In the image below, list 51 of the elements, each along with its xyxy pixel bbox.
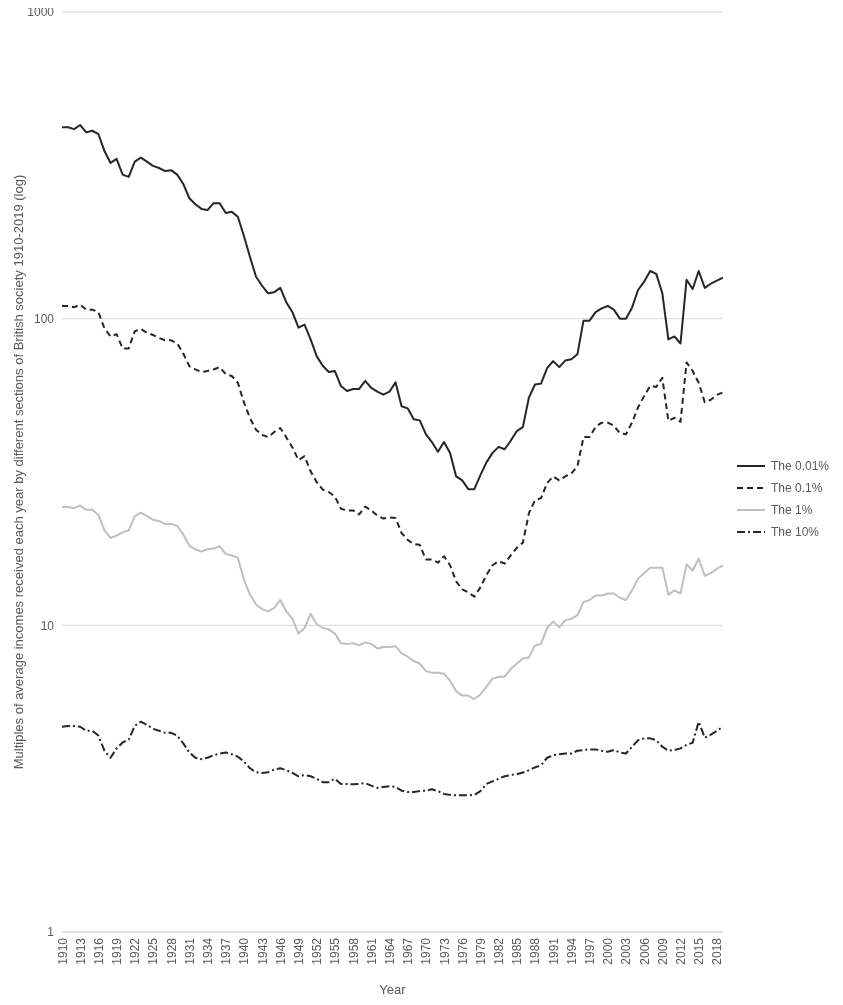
legend-label: The 0.1% bbox=[770, 481, 823, 495]
x-tick-label: 1928 bbox=[164, 937, 179, 965]
y-tick-label: 1000 bbox=[27, 5, 55, 20]
x-tick-label: 1937 bbox=[219, 937, 234, 965]
y-axis-title: Multiples of average incomes received each year by different sections of British society 1910-2019 (log) bbox=[10, 174, 26, 770]
x-tick-label: 2015 bbox=[692, 937, 707, 965]
x-axis-title: Year bbox=[379, 982, 407, 997]
x-tick-label: 1985 bbox=[510, 937, 525, 965]
line-series bbox=[62, 504, 723, 701]
x-tick-label: 1994 bbox=[564, 937, 579, 965]
y-tick-label: 100 bbox=[33, 311, 55, 326]
line-series bbox=[62, 303, 723, 598]
y-tick-label: 10 bbox=[40, 618, 55, 633]
x-tick-label: 1976 bbox=[455, 937, 470, 965]
x-tick-label: 1925 bbox=[146, 937, 161, 965]
x-tick-label: 1958 bbox=[346, 937, 361, 965]
x-tick-label: 1952 bbox=[310, 937, 325, 965]
y-tick-label: 1 bbox=[47, 925, 55, 940]
line-series bbox=[62, 124, 723, 491]
x-tick-label: 1922 bbox=[128, 937, 143, 965]
x-tick-label: 1988 bbox=[528, 937, 543, 965]
x-tick-label: 1940 bbox=[237, 937, 252, 965]
x-tick-label: 2003 bbox=[619, 937, 634, 965]
x-tick-label: 1934 bbox=[201, 937, 216, 965]
legend-label: The 10% bbox=[770, 525, 819, 539]
x-tick-label: 1979 bbox=[473, 937, 488, 965]
x-tick-label: 1997 bbox=[583, 937, 598, 965]
x-tick-label: 1964 bbox=[382, 937, 397, 965]
x-tick-label: 1931 bbox=[182, 937, 197, 965]
x-tick-label: 2009 bbox=[655, 937, 670, 965]
x-tick-label: 1943 bbox=[255, 937, 270, 965]
x-tick-label: 1916 bbox=[91, 937, 106, 965]
legend-label: The 0.01% bbox=[770, 459, 829, 473]
x-tick-label: 2012 bbox=[674, 937, 689, 965]
x-tick-label: 1991 bbox=[546, 937, 561, 965]
x-tick-label: 1913 bbox=[73, 937, 88, 965]
x-tick-label: 1919 bbox=[110, 937, 125, 965]
x-tick-label: 1961 bbox=[364, 937, 379, 965]
x-tick-label: 2000 bbox=[601, 937, 616, 965]
x-tick-label: 1970 bbox=[419, 937, 434, 965]
x-tick-label: 1982 bbox=[492, 937, 507, 965]
x-tick-label: 2006 bbox=[637, 937, 652, 965]
x-tick-label: 1967 bbox=[401, 937, 416, 965]
x-tick-label: 1973 bbox=[437, 937, 452, 965]
x-tick-label: 1949 bbox=[292, 937, 307, 965]
x-tick-label: 1955 bbox=[328, 937, 343, 965]
x-tick-label: 1910 bbox=[55, 937, 70, 965]
line-series bbox=[62, 720, 723, 797]
legend-label: The 1% bbox=[770, 503, 813, 517]
x-tick-label: 1946 bbox=[273, 937, 288, 965]
x-tick-label: 2018 bbox=[710, 937, 725, 965]
